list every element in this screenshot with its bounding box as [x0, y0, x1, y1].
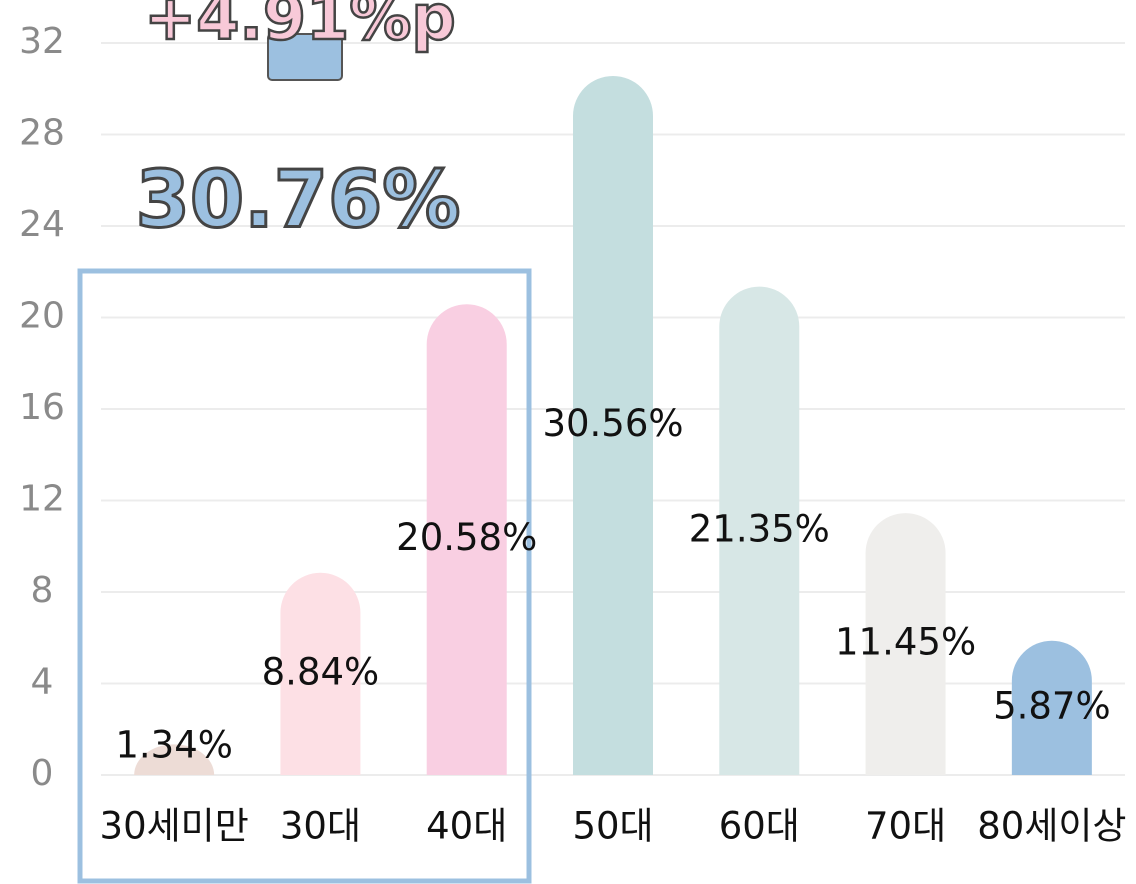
value-label: 30.56% — [542, 402, 683, 445]
x-tick-label: 30대 — [280, 805, 361, 848]
change-annotation: +4.91%p — [144, 0, 455, 54]
x-tick-label: 80세이상 — [977, 805, 1126, 848]
x-tick-label: 50대 — [572, 805, 653, 848]
x-tick-label: 70대 — [865, 805, 946, 848]
bar — [865, 513, 946, 775]
y-tick-label: 20 — [19, 296, 65, 337]
bar — [426, 304, 507, 775]
bar — [134, 744, 215, 775]
x-tick-label: 40대 — [426, 805, 507, 848]
x-tick-label: 30세미만 — [100, 805, 249, 848]
x-tick-label: 60대 — [719, 805, 800, 848]
group-box — [77, 268, 532, 884]
y-tick-label: 8 — [31, 570, 54, 611]
value-label: 20.58% — [396, 516, 537, 559]
group-total-annotation: 30.76% — [136, 155, 461, 245]
value-label: 1.34% — [115, 724, 233, 767]
value-label: 5.87% — [993, 684, 1111, 727]
y-tick-label: 12 — [19, 479, 65, 520]
y-tick-label: 24 — [19, 204, 65, 245]
bar — [280, 572, 361, 775]
y-tick-label: 32 — [19, 21, 65, 62]
value-label: 11.45% — [835, 621, 976, 664]
bar — [719, 286, 800, 775]
y-tick-label: 0 — [31, 753, 54, 794]
value-label: 21.35% — [689, 507, 830, 550]
bar — [1011, 640, 1092, 775]
y-tick-label: 16 — [19, 387, 65, 428]
y-tick-label: 28 — [19, 113, 65, 154]
y-tick-label: 4 — [31, 662, 54, 703]
bar — [573, 75, 653, 776]
value-label: 8.84% — [262, 650, 380, 693]
note-icon — [267, 33, 343, 81]
